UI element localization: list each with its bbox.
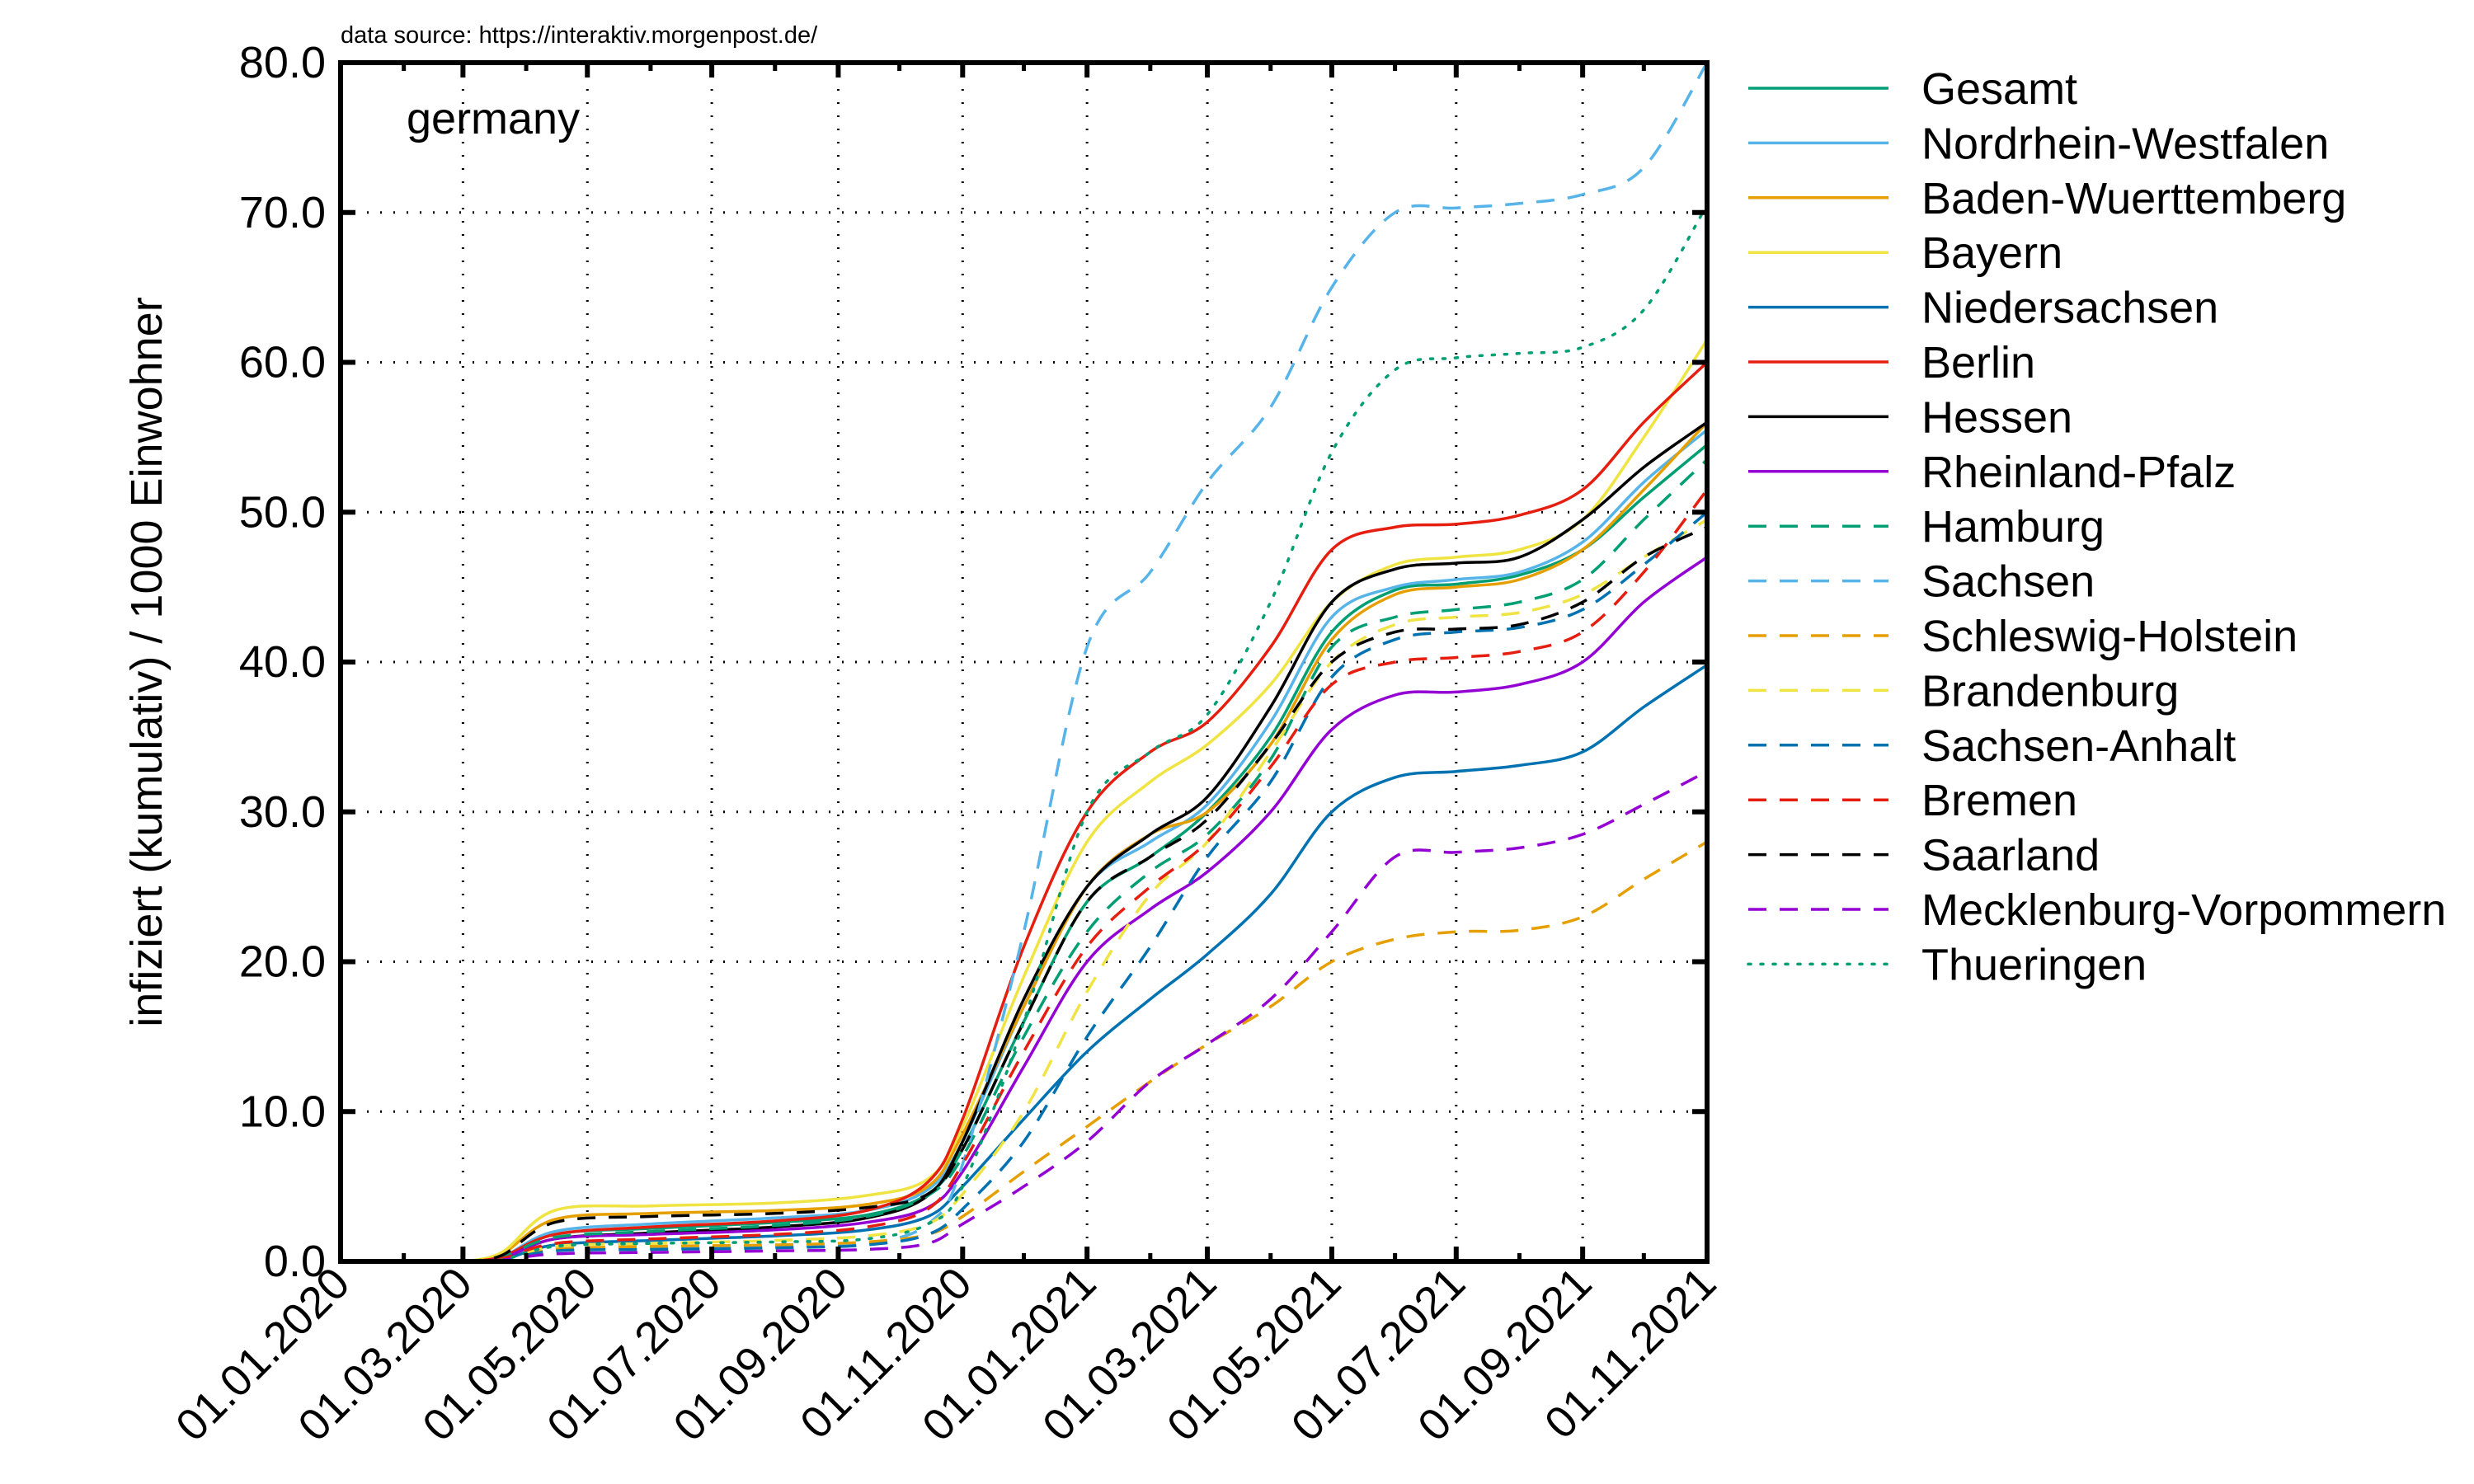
y-tick-label: 80.0: [239, 38, 326, 87]
source-note: data source: https://interaktiv.morgenpo…: [341, 22, 818, 49]
legend-label-niedersachsen: Niedersachsen: [1921, 284, 2218, 333]
y-tick-label: 50.0: [239, 487, 326, 537]
legend-label-sachsen-anhalt: Sachsen-Anhalt: [1921, 721, 2236, 771]
series-line-hessen: [463, 420, 1709, 1263]
series-line-sachsen: [463, 62, 1709, 1263]
legend-label-nordrhein-westfalen: Nordrhein-Westfalen: [1921, 119, 2329, 168]
series-line-brandenburg: [463, 518, 1708, 1263]
legend-label-gesamt: Gesamt: [1921, 64, 2077, 114]
y-tick-label: 60.0: [239, 338, 326, 387]
legend-label-baden-wuerttemberg: Baden-Wuerttemberg: [1921, 174, 2346, 223]
y-tick-label: 70.0: [239, 188, 326, 237]
y-tick-label: 30.0: [239, 787, 326, 837]
legend: Gesamt Nordrhein-Westfalen Baden-Wuerttemb…: [1747, 64, 2446, 989]
y-tick-label: 0.0: [264, 1237, 326, 1286]
y-axis: 0.0 10.0 20.0 30.0 40.0 50.0 60.0 70.0 80.0: [239, 38, 1707, 1286]
series-line-mecklenburg-vorpommern: [463, 770, 1708, 1263]
legend-label-rheinland-pfalz: Rheinland-Pfalz: [1921, 448, 2236, 497]
legend-label-mecklenburg-vorpommern: Mecklenburg-Vorpommern: [1921, 885, 2446, 935]
y-tick-label: 20.0: [239, 937, 326, 987]
y-tick-label: 40.0: [239, 637, 326, 687]
series-line-rheinland-pfalz: [463, 556, 1709, 1263]
series-line-hamburg: [463, 458, 1709, 1263]
legend-label-brandenburg: Brandenburg: [1921, 666, 2179, 716]
legend-label-berlin: Berlin: [1921, 338, 2035, 387]
series-line-nordrhein-westfalen: [463, 428, 1709, 1263]
series-line-schleswig-holstein: [463, 840, 1708, 1263]
legend-label-hamburg: Hamburg: [1921, 502, 2105, 552]
legend-label-hessen: Hessen: [1921, 392, 2072, 442]
x-axis: 01.01.202001.03.202001.05.202001.07.2020…: [167, 63, 1725, 1451]
series-line-bayern: [463, 339, 1709, 1263]
legend-label-schleswig-holstein: Schleswig-Holstein: [1921, 612, 2298, 661]
series-line-bremen: [463, 488, 1709, 1263]
series-line-thueringen: [461, 203, 1709, 1263]
legend-label-thueringen: Thueringen: [1921, 940, 2147, 989]
legend-label-saarland: Saarland: [1921, 831, 2100, 881]
plot-annotation: germany: [407, 94, 580, 143]
legend-label-sachsen: Sachsen: [1921, 557, 2095, 607]
series-line-berlin: [463, 361, 1709, 1263]
grid: [341, 63, 1707, 1261]
legend-label-bremen: Bremen: [1921, 776, 2077, 825]
series-line-saarland: [463, 525, 1708, 1263]
series-line-gesamt: [463, 444, 1709, 1263]
series-line-niedersachsen: [463, 664, 1708, 1263]
legend-label-bayern: Bayern: [1921, 228, 2062, 278]
y-tick-label: 10.0: [239, 1087, 326, 1136]
series-lines: [461, 62, 1709, 1263]
series-line-sachsen-anhalt: [463, 510, 1709, 1263]
y-axis-label: infiziert (kumulativ) / 1000 Einwohner: [122, 297, 172, 1026]
